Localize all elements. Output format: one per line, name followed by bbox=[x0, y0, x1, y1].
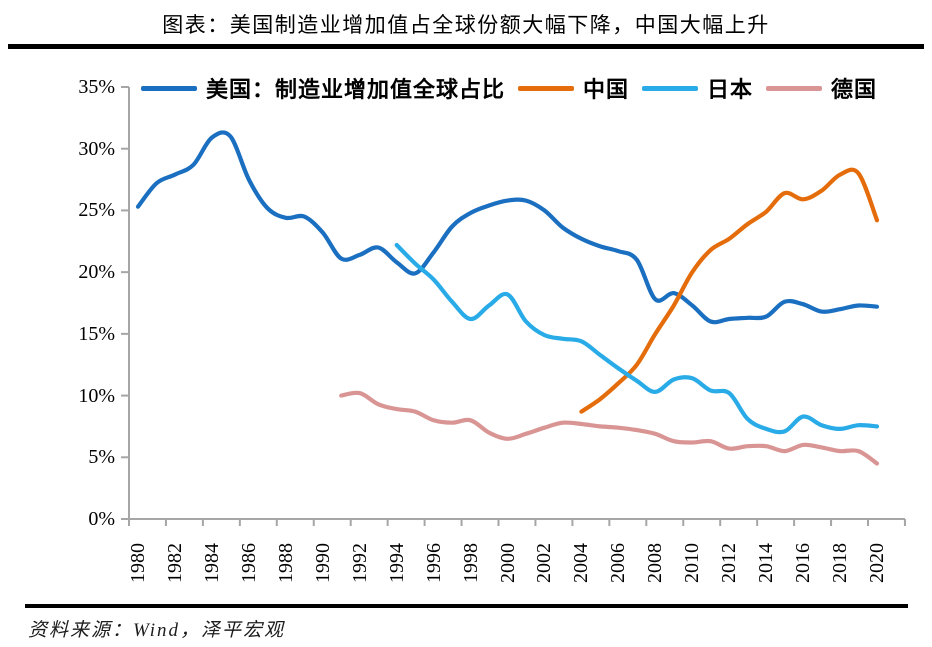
y-tick-label: 30% bbox=[78, 137, 115, 160]
legend-swatch-china bbox=[518, 85, 575, 91]
series-line-germany bbox=[339, 390, 880, 466]
footer-divider bbox=[25, 604, 908, 608]
x-tick-label: 1990 bbox=[311, 543, 334, 583]
x-tick-label: 1994 bbox=[385, 543, 408, 583]
y-tick-label: 20% bbox=[78, 261, 115, 284]
x-tick-label: 1992 bbox=[348, 543, 371, 583]
x-tick-label: 2006 bbox=[607, 543, 630, 583]
x-tick-label: 2002 bbox=[533, 543, 556, 583]
source-note: 资料来源：Wind，泽平宏观 bbox=[28, 620, 286, 641]
legend-label-china: 中国 bbox=[583, 77, 630, 102]
x-tick-label: 2008 bbox=[644, 543, 667, 583]
x-tick-label: 1988 bbox=[274, 543, 297, 583]
x-tick-label: 2004 bbox=[570, 543, 593, 583]
x-tick-label: 1986 bbox=[237, 543, 260, 583]
legend-item-china: 中国 bbox=[518, 72, 629, 104]
legend-swatch-germany bbox=[766, 85, 823, 91]
y-tick-label: 10% bbox=[78, 384, 115, 407]
x-tick-label: 1996 bbox=[422, 543, 445, 583]
x-tick-label: 2020 bbox=[866, 543, 888, 583]
y-tick-label: 15% bbox=[78, 322, 115, 345]
legend-item-us: 美国：制造业增加值全球占比 bbox=[141, 72, 505, 104]
legend-label-japan: 日本 bbox=[707, 77, 754, 102]
y-tick-label: 5% bbox=[88, 446, 115, 469]
x-tick-label: 1982 bbox=[163, 543, 186, 583]
title-divider bbox=[8, 44, 924, 49]
y-tick-label: 35% bbox=[78, 76, 115, 98]
legend-item-japan: 日本 bbox=[642, 72, 753, 104]
x-tick-label: 2010 bbox=[681, 543, 704, 583]
series-line-japan bbox=[394, 242, 880, 435]
series-line-us bbox=[135, 130, 880, 325]
x-tick-label: 1984 bbox=[200, 543, 223, 583]
legend: 美国：制造业增加值全球占比 中国 日本 德国 bbox=[141, 72, 890, 104]
x-tick-label: 2012 bbox=[718, 543, 741, 583]
x-tick-label: 2000 bbox=[496, 543, 519, 583]
chart-title: 图表：美国制造业增加值占全球份额大幅下降，中国大幅上升 bbox=[162, 13, 770, 37]
x-tick-label: 2014 bbox=[755, 543, 778, 583]
x-tick-label: 2016 bbox=[792, 543, 815, 583]
y-tick-label: 25% bbox=[78, 199, 115, 222]
legend-label-us: 美国：制造业增加值全球占比 bbox=[206, 77, 506, 102]
legend-item-germany: 德国 bbox=[766, 72, 877, 104]
x-tick-label: 1980 bbox=[127, 543, 149, 583]
x-tick-label: 1998 bbox=[459, 543, 482, 583]
y-tick-label: 0% bbox=[88, 508, 115, 530]
x-tick-label: 2018 bbox=[829, 543, 852, 583]
legend-swatch-us bbox=[141, 85, 197, 91]
legend-label-germany: 德国 bbox=[831, 77, 878, 102]
legend-swatch-japan bbox=[642, 85, 699, 91]
series-line-china bbox=[579, 167, 880, 414]
